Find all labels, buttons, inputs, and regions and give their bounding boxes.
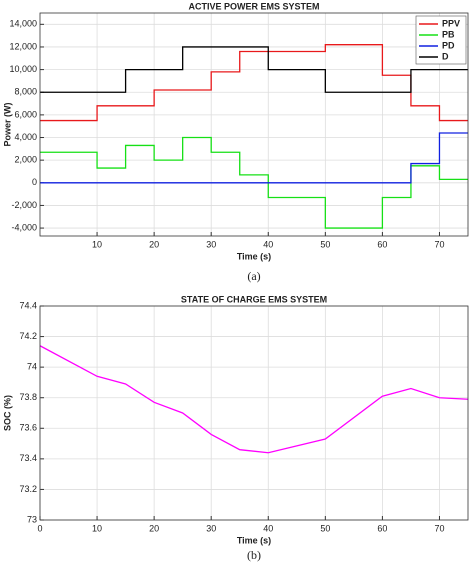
plot-area xyxy=(40,306,468,520)
y-tick-label: 2,000 xyxy=(14,155,37,165)
y-tick-label: 14,000 xyxy=(9,19,37,29)
y-tick-label: 73.6 xyxy=(19,423,37,433)
y-axis-label: Power (W) xyxy=(2,102,12,146)
x-tick-label: 10 xyxy=(92,523,102,533)
data-line xyxy=(40,44,468,122)
x-tick-label: 60 xyxy=(377,523,387,533)
x-axis-label: Time (s) xyxy=(237,251,271,261)
plot-area xyxy=(40,13,468,236)
legend-label: PD xyxy=(442,40,455,50)
x-tick-label: 70 xyxy=(434,239,444,249)
y-tick-label: 4,000 xyxy=(14,132,37,142)
y-tick-label: -4,000 xyxy=(11,222,37,232)
legend-label: PB xyxy=(442,29,455,39)
y-tick-label: 10,000 xyxy=(9,64,37,74)
x-tick-label: 20 xyxy=(149,239,159,249)
y-tick-label: 0 xyxy=(32,177,37,187)
data-line xyxy=(39,345,469,454)
y-tick-label: 74.4 xyxy=(19,300,37,310)
caption: (b) xyxy=(247,548,261,562)
data-line xyxy=(40,46,468,93)
y-tick-label: 12,000 xyxy=(9,41,37,51)
plot-frame xyxy=(39,305,469,521)
y-tick-label: 73 xyxy=(27,514,37,524)
x-tick-label: 50 xyxy=(320,523,330,533)
x-tick-label: 40 xyxy=(263,523,273,533)
y-tick-label: 8,000 xyxy=(14,87,37,97)
data-line xyxy=(40,132,468,184)
legend-box xyxy=(415,15,467,65)
chart-title: ACTIVE POWER EMS SYSTEM xyxy=(188,1,319,11)
x-tick-label: 30 xyxy=(206,523,216,533)
chart-title: STATE OF CHARGE EMS SYSTEM xyxy=(181,294,327,304)
plot-frame xyxy=(39,12,469,237)
x-tick-label: 40 xyxy=(263,239,273,249)
y-tick-label: 74 xyxy=(27,362,37,372)
x-tick-label: 10 xyxy=(92,239,102,249)
data-line xyxy=(40,136,468,229)
y-tick-label: 73.8 xyxy=(19,392,37,402)
y-tick-label: 73.4 xyxy=(19,453,37,463)
legend-label: D xyxy=(442,51,449,61)
caption: (a) xyxy=(247,269,260,283)
legend-label: PPV xyxy=(442,18,460,28)
x-tick-label: 30 xyxy=(206,239,216,249)
x-tick-label: 0 xyxy=(37,523,42,533)
x-tick-label: 50 xyxy=(320,239,330,249)
x-tick-label: 60 xyxy=(377,239,387,249)
y-tick-label: 73.2 xyxy=(19,484,37,494)
x-axis-label: Time (s) xyxy=(237,535,271,545)
y-tick-label: -2,000 xyxy=(11,200,37,210)
x-tick-label: 20 xyxy=(149,523,159,533)
y-tick-label: 74.2 xyxy=(19,331,37,341)
y-axis-label: SOC (%) xyxy=(2,395,12,431)
y-tick-label: 6,000 xyxy=(14,109,37,119)
x-tick-label: 70 xyxy=(434,523,444,533)
